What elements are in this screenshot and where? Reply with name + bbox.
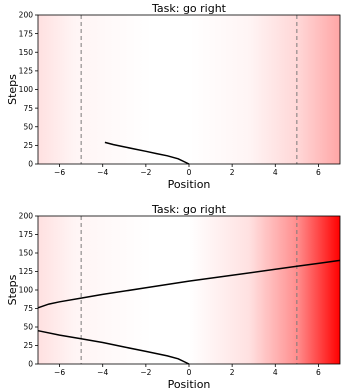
y-tick-label: 75 <box>23 104 33 113</box>
chart-title: Task: go right <box>151 2 227 15</box>
y-axis-label: Steps <box>6 74 19 105</box>
x-tick-label: 4 <box>273 168 278 177</box>
x-tick-label: 0 <box>187 368 192 377</box>
y-tick-label: 0 <box>28 360 33 369</box>
background-gradient <box>38 15 340 164</box>
x-tick-label: 4 <box>273 368 278 377</box>
x-tick-label: 2 <box>230 168 235 177</box>
y-tick-label: 125 <box>19 67 34 76</box>
y-tick-label: 175 <box>19 230 34 239</box>
background-gradient <box>38 216 340 364</box>
series-line-0 <box>37 329 190 365</box>
y-tick-label: 100 <box>19 85 34 94</box>
chart-title: Task: go right <box>151 203 227 216</box>
y-tick-label: 50 <box>23 122 33 131</box>
y-tick-label: 200 <box>19 11 34 20</box>
chart-bottom: −6 −4 −2 0 2 4 6 0 25 50 75 100 125 150 175 200 Task: go… <box>6 203 341 391</box>
x-tick-label: −6 <box>54 168 65 177</box>
x-axis-label: Position <box>168 378 211 391</box>
y-tick-label: 200 <box>19 212 34 221</box>
x-tick-label: −2 <box>140 368 151 377</box>
y-tick-label: 0 <box>28 160 33 169</box>
x-tick-label: 6 <box>316 168 321 177</box>
x-tick-label: −6 <box>54 368 65 377</box>
series-line-0 <box>104 141 190 165</box>
x-tick-label: 2 <box>230 368 235 377</box>
y-tick-label: 25 <box>23 141 33 150</box>
y-tick-label: 125 <box>19 267 34 276</box>
x-axis-label: Position <box>168 178 211 191</box>
y-tick-label: 100 <box>19 286 34 295</box>
y-axis-label: Steps <box>6 274 19 305</box>
y-tick-label: 50 <box>23 323 33 332</box>
y-tick-label: 150 <box>19 48 34 57</box>
series-line-1 <box>37 259 341 309</box>
x-tick-label: −2 <box>140 168 151 177</box>
y-tick-label: 25 <box>23 341 33 350</box>
chart-top: −6 −4 −2 0 2 4 6 0 25 50 75 100 125 150 175 200 Task: go… <box>6 2 341 191</box>
y-tick-label: 150 <box>19 249 34 258</box>
x-tick-label: −4 <box>97 368 108 377</box>
x-tick-label: −4 <box>97 168 108 177</box>
y-tick-label: 75 <box>23 304 33 313</box>
x-tick-label: 0 <box>187 168 192 177</box>
x-tick-label: 6 <box>316 368 321 377</box>
y-tick-label: 175 <box>19 29 34 38</box>
